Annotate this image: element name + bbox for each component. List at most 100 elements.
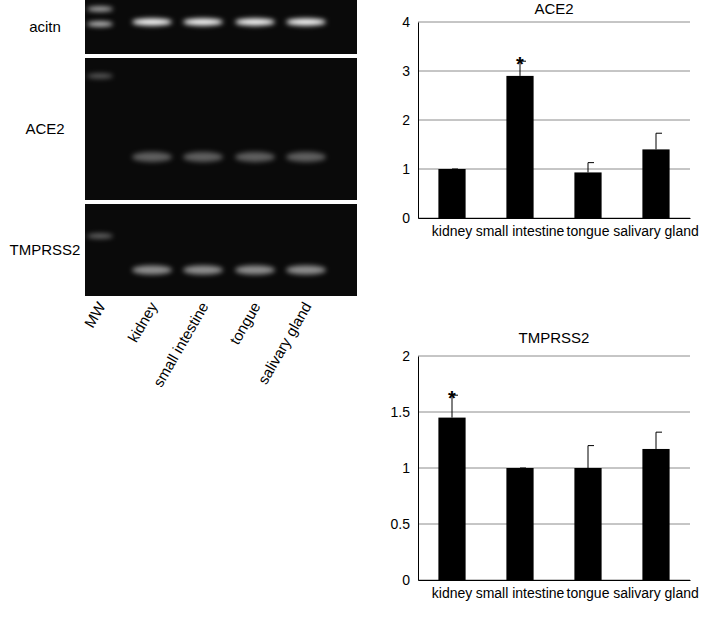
error-bar	[588, 163, 594, 173]
error-bar-stem	[588, 446, 589, 468]
y-tick-label: 1	[402, 460, 410, 476]
y-tick-label: 1	[402, 161, 410, 177]
x-tick-label: salivary gland	[613, 223, 699, 239]
y-axis-line	[418, 357, 419, 581]
x-tick: salivary gland	[613, 218, 699, 239]
gel-lane-label: MW	[81, 298, 109, 330]
error-bar-cap	[656, 432, 662, 433]
gel-lane-label: small intestine	[149, 299, 211, 390]
gel-marker-band	[87, 234, 113, 239]
error-bar	[656, 133, 662, 149]
x-axis: kidneysmall intestinetonguesalivary glan…	[419, 580, 699, 601]
gel-panel: acitn ACE2 TMPRSS2 MW kidneysmall intestine t…	[10, 0, 357, 390]
y-tick: 2	[402, 112, 418, 128]
gel-row-label: ACE2	[25, 120, 64, 137]
x-axis: kidneysmall intestinetonguesalivary glan…	[419, 218, 699, 239]
gel-band	[286, 266, 326, 275]
y-tick-label: 0	[402, 210, 410, 226]
grid-line	[418, 412, 690, 413]
x-tick: tongue	[567, 580, 610, 601]
error-bar	[588, 446, 594, 468]
y-tick-label: 3	[402, 63, 410, 79]
error-bar-stem	[588, 163, 589, 173]
x-tick-label: salivary gland	[613, 585, 699, 601]
x-tick: kidney	[432, 580, 472, 601]
x-tick: tongue	[567, 218, 610, 239]
chart: 0 0.5 1 1.5 2 kidneysmall intestinetonguesali…	[391, 329, 699, 601]
y-tick-label: 1.5	[391, 404, 411, 420]
grid-line	[418, 22, 690, 23]
x-tick: small intestine	[476, 580, 565, 601]
grid-line	[418, 356, 690, 357]
error-bar-cap	[588, 445, 594, 446]
x-tick: kidney	[432, 218, 472, 239]
error-bar-cap	[656, 133, 662, 134]
gel-lane-label: kidney	[124, 299, 161, 345]
gel-marker-band	[87, 74, 113, 79]
gel-band	[132, 152, 172, 162]
error-bar	[656, 432, 662, 449]
y-axis-line	[418, 23, 419, 219]
gel-marker-band	[87, 22, 113, 27]
x-tick: salivary gland	[613, 580, 699, 601]
x-tick-label: tongue	[567, 223, 610, 239]
gel-band	[235, 19, 275, 26]
x-tick-label: kidney	[432, 223, 472, 239]
y-axis: 0 1 2 3 4	[402, 14, 418, 226]
error-bar	[452, 169, 458, 170]
y-tick-label: 0.5	[391, 516, 411, 532]
gel-row-label: acitn	[29, 18, 61, 35]
x-axis-line	[419, 580, 691, 581]
bar	[506, 468, 533, 580]
gel-band	[235, 266, 275, 275]
error-bar-cap	[520, 468, 526, 469]
y-axis: 0 0.5 1 1.5 2	[391, 348, 419, 588]
plot-area	[438, 61, 669, 218]
y-tick-label: 2	[402, 112, 410, 128]
gel-lane-label: tongue	[226, 299, 264, 347]
error-bar	[520, 468, 526, 469]
gel-lane-label: salivary gland	[254, 299, 315, 387]
gel-band	[286, 19, 326, 26]
x-tick: small intestine	[476, 218, 565, 239]
gel-band	[183, 152, 223, 162]
bar	[506, 76, 533, 218]
annotation: *	[516, 53, 524, 75]
y-tick: 0	[402, 572, 418, 588]
y-tick: 2	[402, 348, 418, 364]
error-bar-cap	[452, 169, 458, 170]
gel-marker-band	[87, 7, 113, 12]
gel-band	[183, 266, 223, 275]
bar	[642, 149, 669, 218]
gel-box	[85, 58, 357, 200]
chart-title: TMPRSS2	[519, 329, 590, 346]
bar	[642, 449, 669, 580]
annotation: *	[448, 387, 456, 409]
grid-line	[418, 71, 690, 72]
plot-area	[438, 395, 669, 580]
gel-band	[286, 152, 326, 162]
error-bar-stem	[656, 133, 657, 149]
chart-title: ACE2	[534, 0, 573, 17]
error-bar-cap	[588, 162, 594, 163]
y-tick: 1	[402, 161, 418, 177]
gel-row-label: TMPRSS2	[10, 241, 81, 258]
gel-band	[183, 19, 223, 26]
bar	[574, 468, 601, 580]
gel-band	[132, 266, 172, 275]
x-axis-line	[419, 218, 691, 219]
y-tick: 0	[402, 210, 418, 226]
bar	[438, 169, 465, 218]
y-tick: 1.5	[391, 404, 418, 420]
y-tick-label: 2	[402, 348, 410, 364]
y-tick: 0.5	[391, 516, 418, 532]
gel-band	[235, 152, 275, 162]
y-tick: 1	[402, 460, 418, 476]
y-tick-label: 4	[402, 14, 410, 30]
chart: 0 1 2 3 4 kidneysmall intestinetonguesalivary…	[402, 0, 699, 239]
gel-band	[132, 19, 172, 26]
x-tick-label: tongue	[567, 585, 610, 601]
x-tick-label: small intestine	[476, 585, 565, 601]
y-tick-label: 0	[402, 572, 410, 588]
error-bar-stem	[656, 432, 657, 449]
